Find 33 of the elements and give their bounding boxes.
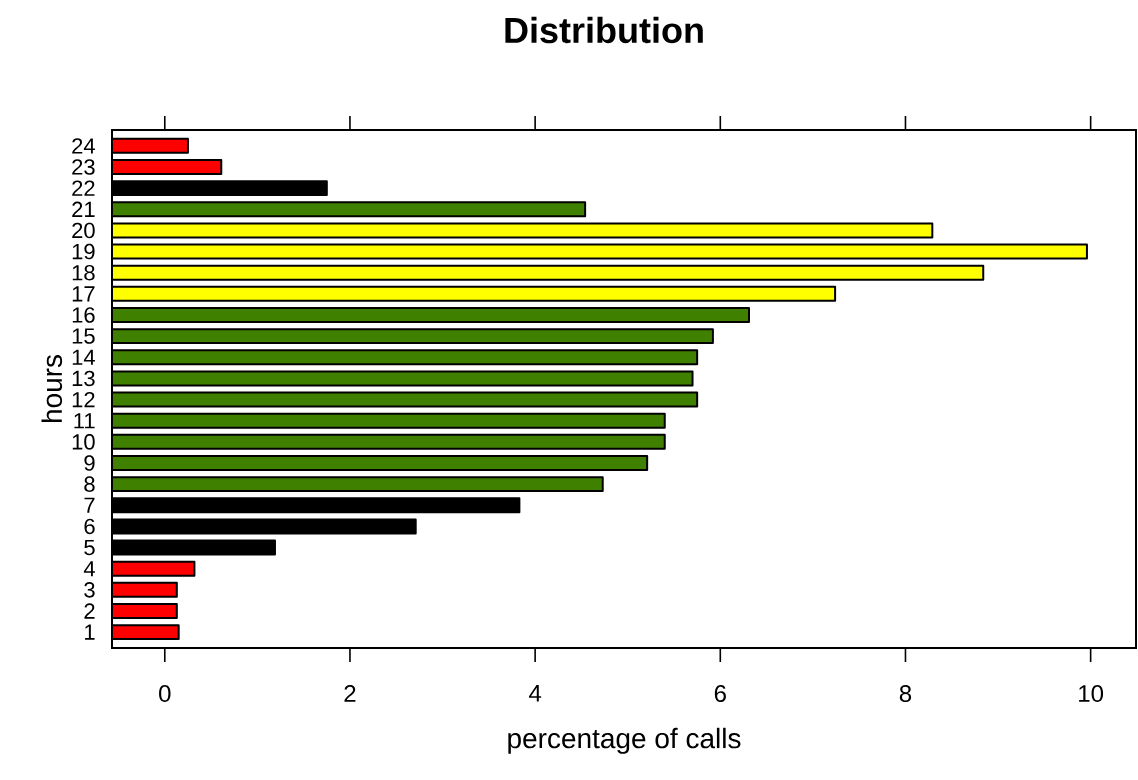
x-tick-label: 8 (899, 685, 912, 703)
y-tick-label: 17 (72, 286, 95, 302)
y-axis-title: hours (41, 355, 63, 423)
y-tick-label: 10 (72, 434, 95, 450)
y-tick-label: 20 (72, 222, 95, 239)
y-tick-label: 15 (72, 328, 95, 344)
y-tick-label: 5 (84, 539, 95, 556)
y-tick-label: 8 (84, 476, 95, 492)
x-tick-label: 6 (714, 685, 726, 703)
x-tick-label: 4 (529, 685, 542, 702)
y-tick-label: 13 (72, 370, 95, 387)
y-tick-label: 9 (84, 455, 95, 471)
y-tick-label: 18 (72, 264, 95, 281)
x-axis-title: percentage of calls (508, 727, 741, 754)
chart-title: Distribution (505, 16, 703, 44)
y-tick-label: 7 (84, 497, 95, 513)
y-tick-label: 19 (72, 243, 95, 260)
y-tick-label: 6 (84, 518, 95, 535)
y-tick-label: 21 (72, 201, 95, 217)
y-tick-label: 14 (72, 349, 95, 365)
y-tick-label: 23 (72, 159, 95, 175)
y-tick-label: 11 (74, 413, 95, 429)
y-tick-label: 3 (84, 582, 95, 598)
y-tick-label: 24 (72, 138, 95, 154)
y-tick-label: 22 (72, 180, 95, 196)
y-tick-label: 4 (83, 561, 95, 577)
x-tick-label: 0 (159, 685, 171, 703)
y-tick-label: 16 (72, 307, 95, 323)
y-tick-label: 1 (85, 624, 95, 640)
y-tick-label: 12 (72, 391, 95, 408)
x-tick-label: 10 (1079, 685, 1104, 703)
y-tick-label: 2 (84, 603, 95, 619)
x-tick-label: 2 (344, 685, 356, 702)
